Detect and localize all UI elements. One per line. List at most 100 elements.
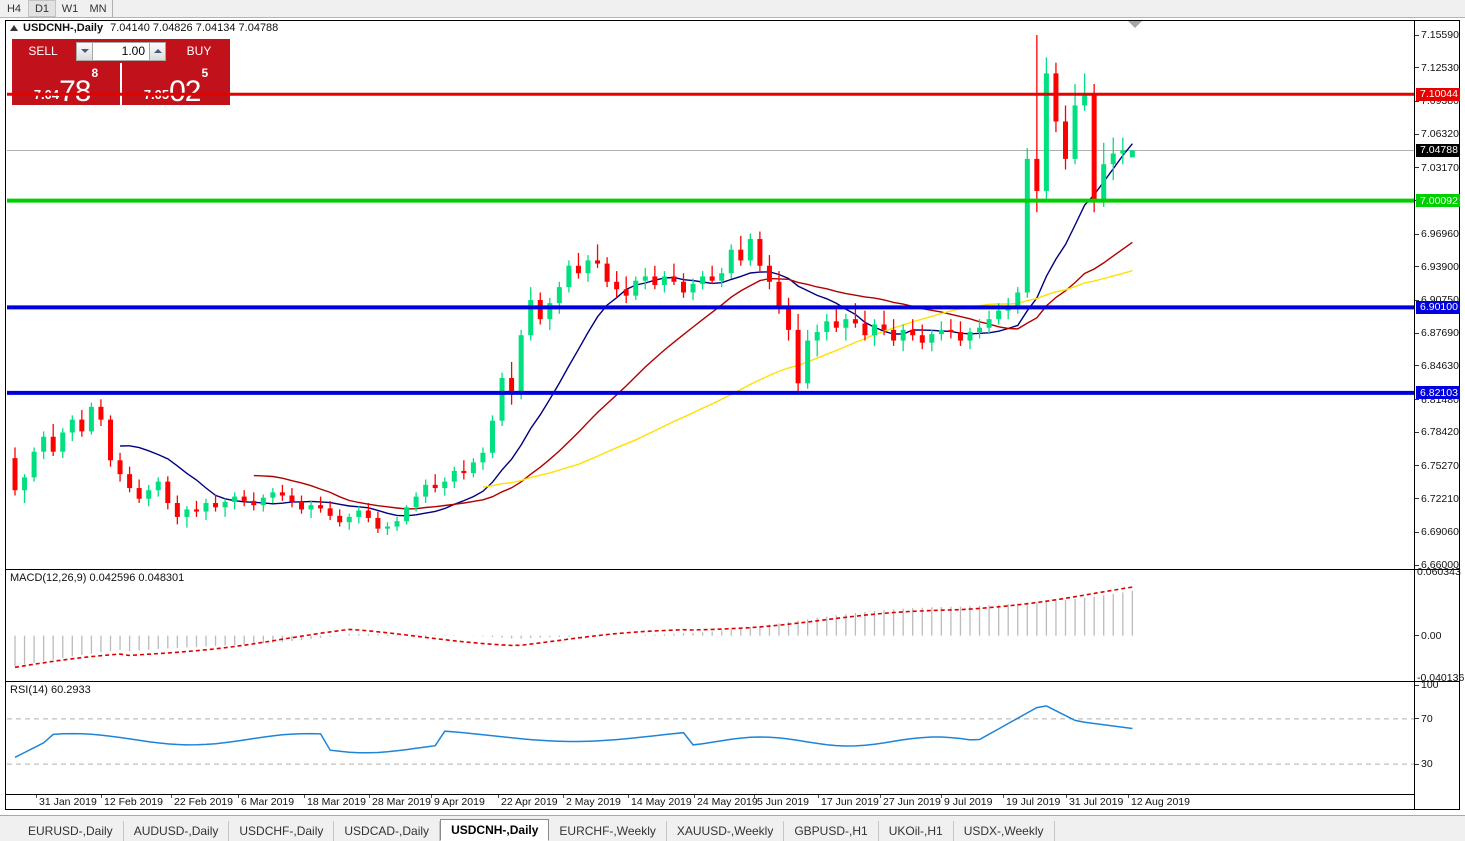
price-tick: 6.66000 — [1415, 559, 1460, 571]
chart-frame: USDCNH-,Daily 7.04140 7.04826 7.04134 7.… — [5, 20, 1465, 810]
sell-price[interactable]: 7.04 78 8 — [12, 63, 120, 106]
time-scale[interactable]: 31 Jan 2019 12 Feb 2019 22 Feb 2019 6 Mar 2… — [6, 794, 1414, 809]
price-label-last-price[interactable]: 7.04788 — [1416, 143, 1460, 157]
rsi-label: RSI(14) 60.2933 — [10, 684, 91, 696]
rsi-tick: 100 — [1415, 679, 1460, 691]
buy-price-main: 02 — [169, 74, 201, 108]
candle-body — [222, 501, 228, 508]
price-label-hline-blue[interactable]: 6.82103 — [1416, 386, 1460, 400]
price-label-hline-blue[interactable]: 6.90100 — [1416, 300, 1460, 314]
buy-price[interactable]: 7.05 02 5 — [122, 63, 230, 108]
chart-scroll-marker-icon[interactable] — [1128, 21, 1142, 28]
macd-tick: -0.040136 — [1417, 672, 1465, 684]
candle-body — [384, 526, 390, 529]
candle-body — [996, 310, 1002, 320]
candle-body — [1072, 105, 1078, 159]
candle-body — [98, 406, 104, 420]
volume-input[interactable]: 1.00 — [93, 41, 149, 61]
chevron-up-icon — [153, 49, 162, 53]
buy-button[interactable]: BUY — [168, 39, 230, 63]
chart-tab-usdcnhdaily[interactable]: USDCNH-,Daily — [440, 819, 550, 841]
macd-tick: 0.00 — [1415, 630, 1460, 642]
chart-tab-eurchfweekly[interactable]: EURCHF-,Weekly — [549, 821, 667, 841]
candle-body — [1129, 150, 1135, 158]
chart-tab-audusddaily[interactable]: AUDUSD-,Daily — [124, 821, 230, 841]
price-label-hline-red[interactable]: 7.10044 — [1416, 87, 1460, 101]
time-tick-label: 14 May 2019 — [631, 796, 692, 808]
candle-body — [566, 265, 572, 288]
time-tick-mark — [941, 795, 942, 798]
candle-body — [213, 503, 219, 508]
price-tick: 6.93900 — [1415, 261, 1460, 273]
chart-tab-gbpusdh1[interactable]: GBPUSD-,H1 — [784, 821, 879, 841]
candle-body — [633, 280, 639, 296]
candle-body — [155, 481, 161, 491]
candle-body — [146, 490, 152, 499]
chart-tab-eurusddaily[interactable]: EURUSD-,Daily — [18, 821, 124, 841]
candle-body — [12, 458, 18, 491]
candle-body — [919, 335, 925, 343]
candle-body — [490, 420, 495, 453]
time-tick-label: 5 Jun 2019 — [757, 796, 809, 808]
time-tick-mark — [36, 795, 37, 798]
chart-tab-ukoilh1[interactable]: UKOil-,H1 — [879, 821, 954, 841]
candle-body — [757, 239, 763, 266]
candle-body — [174, 503, 180, 517]
time-tick-label: 12 Aug 2019 — [1131, 796, 1190, 808]
candle-body — [690, 283, 696, 293]
chart-tab-usdchfdaily[interactable]: USDCHF-,Daily — [229, 821, 335, 841]
price-scale[interactable]: 7.155907.125307.093807.063207.031707.001… — [1414, 21, 1465, 809]
macd-panel[interactable] — [7, 572, 1415, 678]
time-tick-label: 31 Jul 2019 — [1069, 796, 1124, 808]
timeframe-button-w1[interactable]: W1 — [61, 2, 79, 15]
macd-svg — [14, 586, 1133, 669]
time-tick-mark — [628, 795, 629, 798]
volume-increase-button[interactable] — [149, 41, 166, 61]
candle-body — [108, 419, 113, 461]
candle-body — [786, 308, 792, 330]
chart-tab-xauusdweekly[interactable]: XAUUSD-,Weekly — [667, 821, 785, 841]
timeframe-button-h4[interactable]: H4 — [6, 2, 22, 15]
candle-body — [862, 323, 868, 336]
candle-body — [910, 329, 916, 336]
candle-body — [585, 260, 591, 274]
candle-body — [413, 496, 419, 508]
price-tick: 6.87690 — [1415, 327, 1460, 339]
rsi-panel[interactable] — [7, 685, 1415, 798]
collapse-triangle-icon[interactable] — [10, 25, 18, 31]
price-plot-area[interactable] — [7, 35, 1415, 565]
price-label-hline-green[interactable]: 7.00092 — [1416, 194, 1460, 208]
candle-body — [60, 432, 66, 452]
timeframe-button-mn[interactable]: MN — [89, 2, 107, 15]
macd-tick: 0.060343 — [1417, 566, 1461, 578]
candle-body — [948, 329, 954, 333]
timeframe-button-d1[interactable]: D1 — [28, 0, 56, 17]
price-tick: 7.03170 — [1415, 162, 1460, 174]
candle-body — [184, 509, 190, 517]
candle-body — [575, 265, 581, 274]
time-tick-mark — [431, 795, 432, 798]
sell-button[interactable]: SELL — [12, 39, 74, 63]
candle-body — [805, 340, 811, 384]
candle-body — [232, 496, 238, 502]
candle-body — [1053, 73, 1059, 122]
volume-decrease-button[interactable] — [76, 41, 93, 61]
chart-tab-usdcaddaily[interactable]: USDCAD-,Daily — [334, 821, 441, 841]
candle-body — [795, 329, 801, 384]
candle-body — [165, 481, 171, 504]
timeframe-toolbar: H4 D1 W1 MN — [0, 0, 1465, 18]
candle-body — [1120, 150, 1126, 154]
price-tick: 7.06320 — [1415, 128, 1460, 140]
chart-tab-usdxweekly[interactable]: USDX-,Weekly — [954, 821, 1055, 841]
candle-body — [509, 377, 515, 394]
chart-tabs-bar: EURUSD-,Daily AUDUSD-,Daily USDCHF-,Daily U… — [0, 815, 1465, 841]
candle-body — [451, 470, 457, 482]
time-tick-label: 28 Mar 2019 — [372, 796, 431, 808]
candle-body — [843, 319, 849, 328]
macd-divider-top — [6, 569, 1459, 570]
candle-body — [251, 500, 257, 506]
octrade-top-row: SELL 1.00 BUY — [12, 39, 230, 63]
candle-body — [289, 495, 295, 502]
time-tick-mark — [101, 795, 102, 798]
candle-body — [327, 508, 333, 516]
